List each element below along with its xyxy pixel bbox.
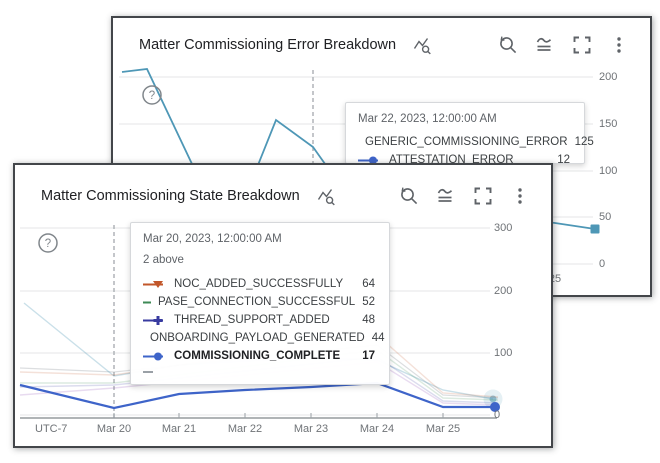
compare-series-icon[interactable] [435, 185, 457, 207]
tooltip-overflow-note: 2 above [143, 254, 184, 266]
help-icon[interactable]: ? [141, 84, 163, 106]
state-panel-titlebar: Matter Commissioning State Breakdown [15, 165, 551, 227]
svg-text:?: ? [45, 238, 51, 250]
y-axis-tick-label: 100 [494, 347, 513, 359]
svg-text:?: ? [149, 90, 155, 102]
zoom-reset-icon[interactable] [398, 185, 420, 207]
series-name: COMMISSIONING_COMPLETE [174, 350, 341, 362]
x-axis-tick-label: Mar 21 [161, 423, 197, 435]
tooltip-series-row: COMMISSIONING_COMPLETE 17 [143, 347, 375, 365]
tooltip-series-row: PASE_CONNECTION_SUCCESSFUL 52 [143, 293, 375, 311]
series-value: 17 [362, 350, 375, 362]
series-value: 48 [362, 314, 375, 326]
tooltip-series-row: NOC_ADDED_SUCCESSFULLY 64 [143, 275, 375, 293]
x-axis-tick-label: Mar 22 [227, 423, 263, 435]
series-value: 12 [557, 154, 570, 166]
x-axis-tick-label: Mar 25 [425, 423, 461, 435]
series-value: 125 [574, 136, 594, 148]
series-name: THREAD_SUPPORT_ADDED [174, 314, 330, 326]
tooltip-truncated-row-dash [143, 371, 153, 373]
explore-icon[interactable] [412, 35, 432, 55]
tooltip-series-row: ONBOARDING_PAYLOAD_GENERATED 44 [143, 329, 385, 347]
series-marker-plus [143, 315, 163, 325]
series-name: NOC_ADDED_SUCCESSFULLY [174, 278, 344, 290]
state-panel-title: Matter Commissioning State Breakdown [41, 188, 300, 204]
state-breakdown-panel: Matter Commissioning State Breakdown [13, 163, 553, 448]
more-options-icon[interactable] [509, 185, 531, 207]
tooltip-series-row: GENERIC_COMMISSIONING_ERROR 125 [358, 133, 594, 151]
series-marker-circle [358, 156, 378, 164]
help-icon[interactable]: ? [37, 232, 59, 254]
zoom-reset-icon[interactable] [497, 34, 519, 56]
tooltip-timestamp: Mar 22, 2023, 12:00:00 AM [358, 113, 497, 125]
y-axis-tick-label: 300 [494, 222, 513, 234]
x-axis-tick-label: Mar 23 [293, 423, 329, 435]
compare-series-icon[interactable] [534, 34, 556, 56]
series-marker-square [143, 301, 151, 303]
y-axis-tick-label: 200 [599, 71, 618, 83]
y-axis-tick-label: 150 [599, 118, 618, 130]
fullscreen-icon[interactable] [472, 185, 494, 207]
error-chart-tooltip: Mar 22, 2023, 12:00:00 AM GENERIC_COMMIS… [345, 102, 594, 166]
state-chart-tooltip: Mar 20, 2023, 12:00:00 AM 2 above NOC_AD… [130, 222, 390, 385]
y-axis-tick-label: 50 [599, 211, 612, 223]
series-value: 52 [362, 296, 375, 308]
y-axis-tick-label: 200 [494, 285, 513, 297]
series-value: 44 [371, 332, 385, 344]
series-name: ONBOARDING_PAYLOAD_GENERATED [150, 332, 365, 344]
series-name: PASE_CONNECTION_SUCCESSFUL [157, 296, 356, 308]
error-panel-toolbar [497, 34, 630, 56]
x-axis-tick-label: Mar 24 [359, 423, 395, 435]
y-axis-tick-label: 100 [599, 165, 618, 177]
error-panel-titlebar: Matter Commissioning Error Breakdown [113, 18, 650, 72]
state-panel-toolbar [398, 185, 531, 207]
series-value: 64 [362, 278, 375, 290]
series-marker-circle [143, 352, 163, 360]
x-axis-tick-label: Mar 20 [96, 423, 132, 435]
fullscreen-icon[interactable] [571, 34, 593, 56]
tooltip-timestamp: Mar 20, 2023, 12:00:00 AM [143, 233, 282, 245]
series-marker-triangle-down [143, 280, 163, 288]
timezone-label: UTC-7 [35, 423, 68, 435]
series-name: GENERIC_COMMISSIONING_ERROR [365, 136, 568, 148]
y-axis-tick-label: 0 [599, 258, 606, 270]
tooltip-series-row: THREAD_SUPPORT_ADDED 48 [143, 311, 375, 329]
y-axis-tick-label: 0 [494, 409, 501, 421]
more-options-icon[interactable] [608, 34, 630, 56]
error-panel-title: Matter Commissioning Error Breakdown [139, 37, 397, 53]
explore-icon[interactable] [316, 186, 336, 206]
